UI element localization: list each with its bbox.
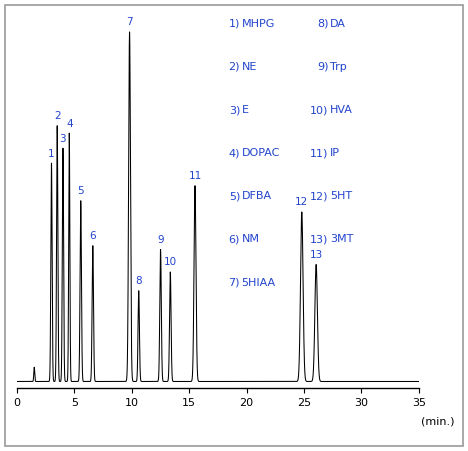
Text: 3MT: 3MT — [330, 235, 353, 244]
Text: 2): 2) — [228, 62, 240, 72]
Text: DA: DA — [330, 19, 346, 29]
Text: E: E — [241, 105, 249, 115]
Text: NM: NM — [241, 235, 260, 244]
Text: 5HIAA: 5HIAA — [241, 278, 276, 288]
Text: (min.): (min.) — [421, 416, 455, 426]
Text: 13): 13) — [310, 235, 329, 244]
Text: 13: 13 — [309, 250, 323, 260]
Text: 5: 5 — [77, 186, 84, 196]
Text: 6: 6 — [89, 231, 96, 241]
Text: MHPG: MHPG — [241, 19, 275, 29]
Text: 9): 9) — [317, 62, 329, 72]
Text: 11): 11) — [310, 148, 329, 158]
Text: 12: 12 — [295, 198, 308, 207]
Text: 10): 10) — [310, 105, 329, 115]
Text: 1): 1) — [229, 19, 240, 29]
Text: 5): 5) — [229, 191, 240, 201]
Text: DFBA: DFBA — [241, 191, 272, 201]
Text: 4): 4) — [228, 148, 240, 158]
Text: 6): 6) — [229, 235, 240, 244]
Text: 9: 9 — [157, 235, 164, 245]
Text: 8: 8 — [135, 276, 142, 286]
Text: NE: NE — [241, 62, 257, 72]
Text: 7): 7) — [228, 278, 240, 288]
Text: IP: IP — [330, 148, 340, 158]
Text: 7: 7 — [126, 18, 133, 28]
Text: 4: 4 — [66, 119, 73, 129]
Text: 2: 2 — [54, 111, 60, 121]
Text: 1: 1 — [48, 149, 55, 159]
Text: 11: 11 — [189, 171, 202, 181]
Text: HVA: HVA — [330, 105, 353, 115]
Text: 5HT: 5HT — [330, 191, 352, 201]
Text: 3: 3 — [59, 134, 66, 144]
Text: 10: 10 — [164, 258, 177, 267]
Text: 8): 8) — [317, 19, 329, 29]
Text: Trp: Trp — [330, 62, 347, 72]
Text: DOPAC: DOPAC — [241, 148, 280, 158]
Text: 12): 12) — [310, 191, 329, 201]
Text: 3): 3) — [229, 105, 240, 115]
